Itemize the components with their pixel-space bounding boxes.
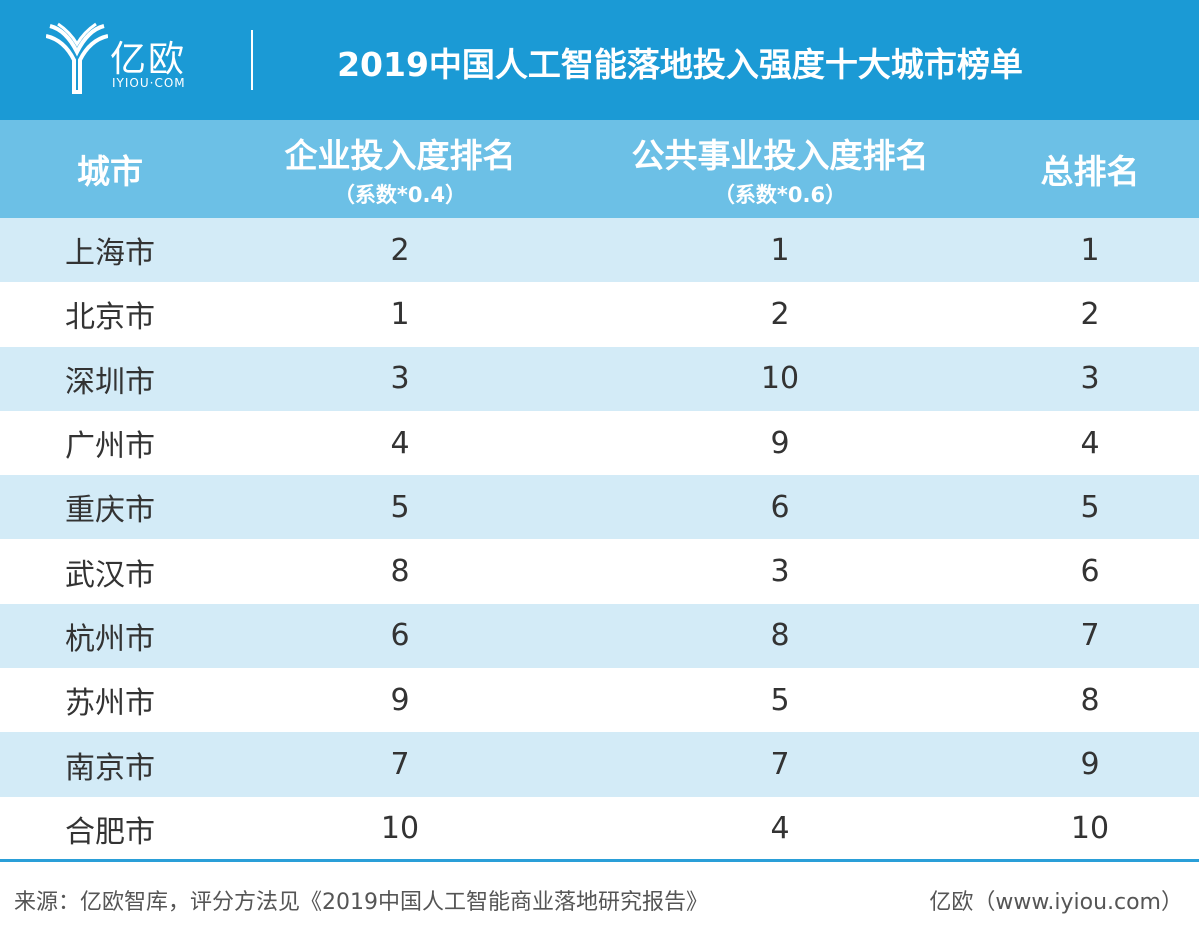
header-title: 总排名 (1040, 152, 1140, 191)
city-cell: 杭州市 (65, 621, 155, 657)
rank-cell: 2 (770, 296, 790, 332)
logo-sub: IYIOU·COM (112, 76, 186, 90)
logo-text: 亿欧 (110, 39, 187, 80)
rank-cell: 7 (390, 747, 410, 783)
rank-cell: 1 (770, 232, 790, 268)
city-cell: 武汉市 (65, 557, 155, 593)
rank-cell: 9 (770, 425, 790, 461)
header-row: 城市 企业投入度排名 （系数*0.4） 公共事业投入度排名 （系数*0.6） 总排名 (0, 120, 1199, 218)
site-note: 亿欧（www.iyiou.com） (929, 890, 1183, 915)
city-cell: 深圳市 (65, 364, 155, 400)
divider (251, 30, 253, 90)
rank-cell: 10 (760, 361, 800, 397)
city-cell: 合肥市 (65, 814, 155, 850)
header-cell: 公共事业投入度排名 （系数*0.6） (632, 120, 929, 218)
rank-cell: 3 (390, 361, 410, 397)
table: 城市 企业投入度排名 （系数*0.4） 公共事业投入度排名 （系数*0.6） 总排名上海市… (0, 120, 1199, 861)
rank-cell: 7 (1080, 618, 1100, 654)
rank-cell: 9 (390, 682, 410, 718)
rank-cell: 2 (1080, 296, 1100, 332)
title: 2019中国人工智能落地投入强度十大城市榜单 (337, 45, 1023, 84)
city-cell: 南京市 (65, 750, 155, 786)
city-cell: 重庆市 (65, 493, 155, 529)
table-row: 南京市 7 7 9 (0, 732, 1199, 797)
rank-cell: 5 (770, 682, 790, 718)
header-subtitle: （系数*0.6） (713, 183, 847, 207)
rank-cell: 4 (390, 425, 410, 461)
banner: 亿欧 IYIOU·COM 2019中国人工智能落地投入强度十大城市榜单 (0, 0, 1199, 120)
header-title: 企业投入度排名 (284, 136, 516, 175)
rank-cell: 5 (1080, 489, 1100, 525)
rank-cell: 7 (770, 747, 790, 783)
table-rule (0, 859, 1199, 862)
rank-cell: 4 (770, 811, 790, 847)
table-row: 深圳市 3 10 3 (0, 346, 1199, 411)
table-row: 重庆市 5 6 5 (0, 475, 1199, 540)
table-row: 上海市 2 1 1 (0, 218, 1199, 283)
rank-cell: 3 (1080, 361, 1100, 397)
table-row: 合肥市 10 4 10 (0, 797, 1199, 861)
city-cell: 广州市 (65, 429, 155, 465)
header-cell: 总排名 (1041, 120, 1140, 218)
city-cell: 上海市 (65, 236, 155, 272)
rank-cell: 10 (1070, 811, 1110, 847)
table-row: 北京市 1 2 2 (0, 282, 1199, 346)
table-row: 武汉市 8 3 6 (0, 539, 1199, 603)
city-cell: 苏州市 (65, 686, 155, 722)
rank-cell: 9 (1080, 747, 1100, 783)
rank-cell: 1 (390, 296, 410, 332)
table-row: 广州市 4 9 4 (0, 411, 1199, 475)
rank-cell: 8 (390, 554, 410, 590)
header-title: 公共事业投入度排名 (631, 136, 929, 175)
header-title: 城市 (77, 152, 143, 191)
rank-cell: 4 (1080, 425, 1100, 461)
rank-cell: 3 (770, 554, 790, 590)
header-subtitle: （系数*0.4） (333, 183, 467, 207)
header-cell: 城市 (77, 120, 143, 218)
table-row: 杭州市 6 8 7 (0, 603, 1199, 669)
rank-cell: 6 (390, 618, 410, 654)
source-note: 来源：亿欧智库，评分方法见《2019中国人工智能商业落地研究报告》 (14, 890, 708, 915)
rank-cell: 5 (390, 489, 410, 525)
table-row: 苏州市 9 5 8 (0, 668, 1199, 732)
city-cell: 北京市 (65, 300, 155, 336)
rank-cell: 2 (390, 232, 410, 268)
header-cell: 企业投入度排名 （系数*0.4） (285, 120, 516, 218)
rank-cell: 6 (770, 489, 790, 525)
rank-cell: 6 (1080, 554, 1100, 590)
rank-cell: 8 (1080, 682, 1100, 718)
rank-cell: 1 (1080, 232, 1100, 268)
rank-cell: 8 (770, 618, 790, 654)
logo-icon (46, 22, 108, 94)
rank-cell: 10 (380, 811, 420, 847)
